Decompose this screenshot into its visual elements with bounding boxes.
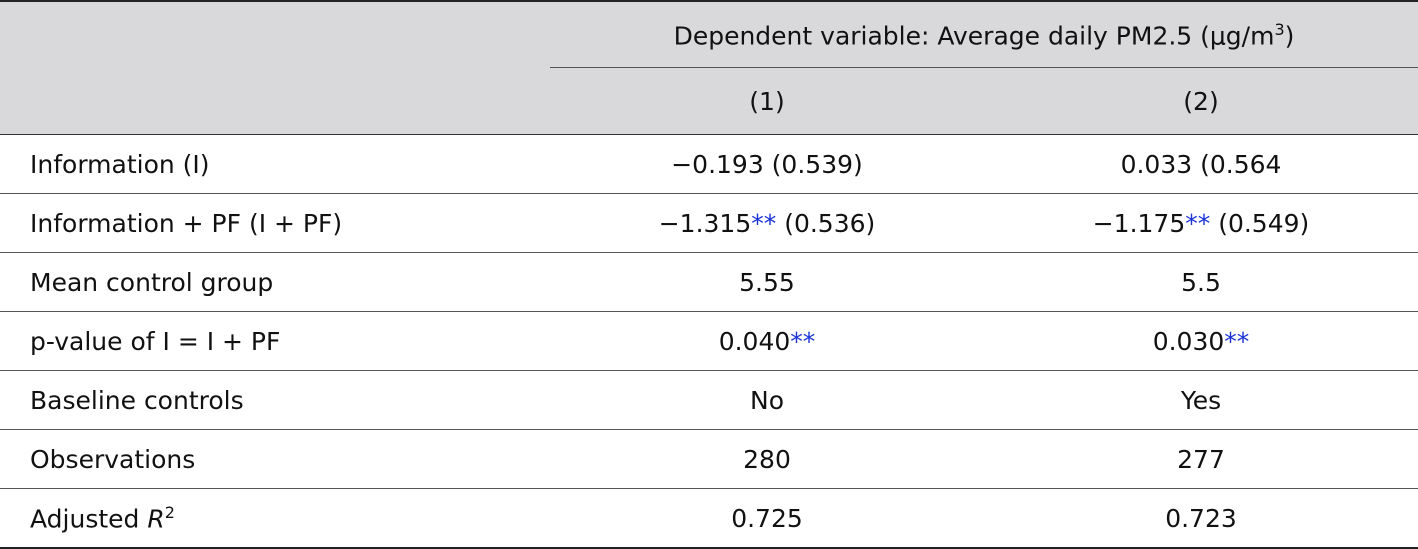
cell-col1: −0.193 (0.539) xyxy=(550,134,984,194)
table-row: Baseline controls No Yes xyxy=(0,370,1418,430)
row-label: p-value of I = I + PF xyxy=(0,311,550,371)
column-header-1: (1) xyxy=(550,68,984,135)
dependent-variable-text: Dependent variable: Average daily PM2.5 … xyxy=(673,21,1275,51)
cell-col2: 0.030** xyxy=(984,311,1418,371)
row-label: Information + PF (I + PF) xyxy=(0,193,550,253)
significance-stars: ** xyxy=(1185,208,1211,238)
row-label: Mean control group xyxy=(0,252,550,312)
header-empty-cell xyxy=(0,1,550,68)
cell-col2: 277 xyxy=(984,429,1418,489)
cell-col1: No xyxy=(550,370,984,430)
row-label: Baseline controls xyxy=(0,370,550,430)
dependent-variable-suffix: ) xyxy=(1284,21,1295,51)
dependent-variable-sup: 3 xyxy=(1274,19,1285,39)
table-row-adjusted-r2: Adjusted R2 0.725 0.723 xyxy=(0,488,1418,549)
table-row: Information (I) −0.193 (0.539) 0.033 (0.… xyxy=(0,134,1418,194)
significance-stars: ** xyxy=(790,326,816,356)
cell-col2: 5.5 xyxy=(984,252,1418,312)
cell-col2: −1.175** (0.549) xyxy=(984,193,1418,253)
dependent-variable-header: Dependent variable: Average daily PM2.5 … xyxy=(550,1,1418,68)
table-row: Information + PF (I + PF) −1.315** (0.53… xyxy=(0,193,1418,253)
header-row-columns: (1) (2) xyxy=(0,68,1418,135)
cell-col1: 5.55 xyxy=(550,252,984,312)
significance-stars: ** xyxy=(1224,326,1250,356)
cell-col1: 0.725 xyxy=(550,488,984,549)
cell-col1: 280 xyxy=(550,429,984,489)
cell-col1: −1.315** (0.536) xyxy=(550,193,984,253)
cell-col1: 0.040** xyxy=(550,311,984,371)
row-label: Adjusted R2 xyxy=(0,488,550,549)
significance-stars: ** xyxy=(751,208,777,238)
column-header-2: (2) xyxy=(984,68,1418,135)
header-empty-cell-2 xyxy=(0,68,550,135)
cell-col2: 0.033 (0.564 xyxy=(984,134,1418,194)
row-label: Information (I) xyxy=(0,134,550,194)
cell-col2: Yes xyxy=(984,370,1418,430)
table-row: Mean control group 5.55 5.5 xyxy=(0,252,1418,312)
row-label: Observations xyxy=(0,429,550,489)
table-row: p-value of I = I + PF 0.040** 0.030** xyxy=(0,311,1418,371)
cell-col2: 0.723 xyxy=(984,488,1418,549)
table-row: Observations 280 277 xyxy=(0,429,1418,489)
header-underline xyxy=(550,67,1418,68)
header-row-dependent: Dependent variable: Average daily PM2.5 … xyxy=(0,1,1418,68)
